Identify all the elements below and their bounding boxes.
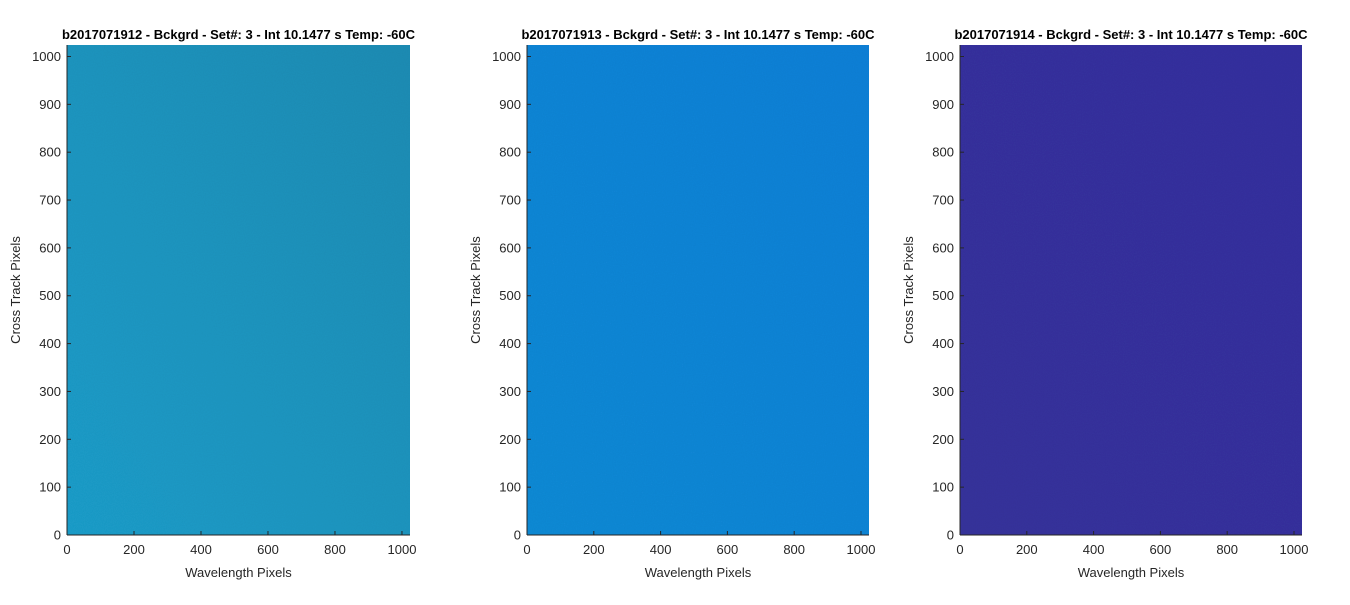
y-tick-label: 0	[947, 528, 954, 543]
y-axis-label: Cross Track Pixels	[901, 236, 916, 344]
chart-panel-1: b2017071912 - Bckgrd - Set#: 3 - Int 10.…	[8, 27, 416, 580]
x-tick-label: 1000	[847, 542, 876, 557]
y-tick-label: 200	[932, 432, 954, 447]
y-tick-label: 400	[39, 336, 61, 351]
x-tick-label: 200	[123, 542, 145, 557]
chart-title: b2017071913 - Bckgrd - Set#: 3 - Int 10.…	[521, 27, 875, 42]
x-tick-label: 1000	[1280, 542, 1309, 557]
y-tick-label: 800	[932, 145, 954, 160]
x-tick-label: 400	[190, 542, 212, 557]
y-tick-label: 600	[39, 240, 61, 255]
x-tick-label: 200	[583, 542, 605, 557]
x-tick-label: 600	[257, 542, 279, 557]
y-tick-label: 600	[499, 240, 521, 255]
y-tick-label: 800	[39, 145, 61, 160]
y-tick-label: 200	[499, 432, 521, 447]
heatmap-image	[67, 45, 410, 535]
x-tick-label: 800	[1216, 542, 1238, 557]
y-tick-label: 900	[932, 97, 954, 112]
x-tick-label: 600	[717, 542, 739, 557]
chart-title: b2017071912 - Bckgrd - Set#: 3 - Int 10.…	[62, 27, 416, 42]
y-tick-label: 600	[932, 240, 954, 255]
x-tick-label: 0	[63, 542, 70, 557]
x-tick-label: 800	[783, 542, 805, 557]
y-tick-label: 900	[499, 97, 521, 112]
chart-panel-3: b2017071914 - Bckgrd - Set#: 3 - Int 10.…	[901, 27, 1308, 580]
y-tick-label: 500	[932, 288, 954, 303]
y-tick-label: 0	[54, 528, 61, 543]
heatmap-image	[960, 45, 1302, 535]
x-tick-label: 600	[1150, 542, 1172, 557]
y-tick-label: 700	[932, 193, 954, 208]
y-tick-label: 400	[499, 336, 521, 351]
y-tick-label: 100	[932, 480, 954, 495]
x-axis-label: Wavelength Pixels	[645, 565, 752, 580]
y-tick-label: 700	[499, 193, 521, 208]
y-tick-label: 1000	[492, 49, 521, 64]
x-tick-label: 200	[1016, 542, 1038, 557]
y-tick-label: 0	[514, 528, 521, 543]
y-tick-label: 400	[932, 336, 954, 351]
y-tick-label: 1000	[32, 49, 61, 64]
y-tick-label: 800	[499, 145, 521, 160]
x-tick-label: 0	[523, 542, 530, 557]
x-tick-label: 400	[650, 542, 672, 557]
y-tick-label: 100	[499, 480, 521, 495]
y-tick-label: 700	[39, 193, 61, 208]
y-tick-label: 300	[932, 384, 954, 399]
y-tick-label: 300	[39, 384, 61, 399]
y-tick-label: 200	[39, 432, 61, 447]
y-tick-label: 300	[499, 384, 521, 399]
y-tick-label: 500	[39, 288, 61, 303]
y-axis-label: Cross Track Pixels	[468, 236, 483, 344]
heatmap-image	[527, 45, 869, 535]
x-axis-label: Wavelength Pixels	[185, 565, 292, 580]
chart-panel-2: b2017071913 - Bckgrd - Set#: 3 - Int 10.…	[468, 27, 875, 580]
y-tick-label: 500	[499, 288, 521, 303]
x-tick-label: 1000	[388, 542, 417, 557]
y-axis-label: Cross Track Pixels	[8, 236, 23, 344]
y-tick-label: 100	[39, 480, 61, 495]
y-tick-label: 1000	[925, 49, 954, 64]
y-tick-label: 900	[39, 97, 61, 112]
chart-title: b2017071914 - Bckgrd - Set#: 3 - Int 10.…	[954, 27, 1308, 42]
x-tick-label: 0	[956, 542, 963, 557]
x-tick-label: 800	[324, 542, 346, 557]
x-tick-label: 400	[1083, 542, 1105, 557]
x-axis-label: Wavelength Pixels	[1078, 565, 1185, 580]
